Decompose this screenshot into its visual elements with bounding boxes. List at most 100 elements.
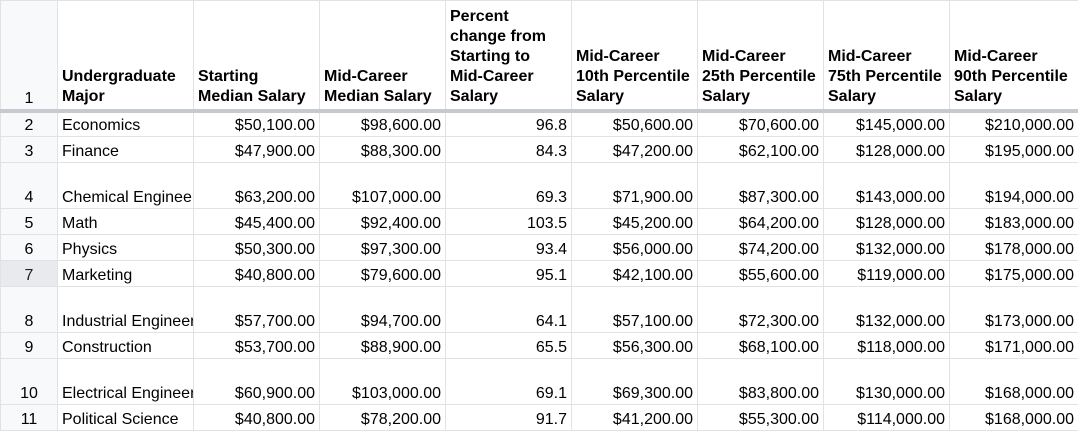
cell-percent-change[interactable]: 91.7 <box>445 404 572 431</box>
cell-75th-percentile[interactable]: $130,000.00 <box>823 358 950 405</box>
cell-10th-percentile[interactable]: $47,200.00 <box>571 136 698 163</box>
cell-90th-percentile[interactable]: $195,000.00 <box>949 136 1078 163</box>
cell-90th-percentile[interactable]: $171,000.00 <box>949 332 1078 359</box>
row-header[interactable]: 10 <box>0 358 58 405</box>
cell-90th-percentile[interactable]: $175,000.00 <box>949 260 1078 287</box>
row-header[interactable]: 4 <box>0 162 58 209</box>
cell-90th-percentile[interactable]: $168,000.00 <box>949 404 1078 431</box>
cell-25th-percentile[interactable]: $55,300.00 <box>697 404 824 431</box>
cell-percent-change[interactable]: 69.1 <box>445 358 572 405</box>
cell-mid-career-median[interactable]: $103,000.00 <box>319 358 446 405</box>
header-cell-90th-percentile[interactable]: Mid-Career 90th Percentile Salary <box>949 0 1078 113</box>
cell-10th-percentile[interactable]: $56,300.00 <box>571 332 698 359</box>
cell-major[interactable]: Electrical Engineering <box>57 358 194 405</box>
cell-major[interactable]: Finance <box>57 136 194 163</box>
row-header[interactable]: 7 <box>0 260 58 287</box>
cell-starting-median[interactable]: $47,900.00 <box>193 136 320 163</box>
header-cell-percent-change[interactable]: Percent change from Starting to Mid-Care… <box>445 0 572 113</box>
cell-major[interactable]: Physics <box>57 234 194 261</box>
cell-90th-percentile[interactable]: $178,000.00 <box>949 234 1078 261</box>
cell-starting-median[interactable]: $63,200.00 <box>193 162 320 209</box>
cell-mid-career-median[interactable]: $92,400.00 <box>319 208 446 235</box>
row-header[interactable]: 5 <box>0 208 58 235</box>
cell-75th-percentile[interactable]: $145,000.00 <box>823 110 950 137</box>
cell-major[interactable]: Political Science <box>57 404 194 431</box>
cell-major[interactable]: Construction <box>57 332 194 359</box>
cell-75th-percentile[interactable]: $118,000.00 <box>823 332 950 359</box>
cell-percent-change[interactable]: 84.3 <box>445 136 572 163</box>
cell-percent-change[interactable]: 64.1 <box>445 286 572 333</box>
cell-major[interactable]: Economics <box>57 110 194 137</box>
row-header[interactable]: 11 <box>0 404 58 431</box>
cell-25th-percentile[interactable]: $74,200.00 <box>697 234 824 261</box>
cell-25th-percentile[interactable]: $64,200.00 <box>697 208 824 235</box>
header-cell-25th-percentile[interactable]: Mid-Career 25th Percentile Salary <box>697 0 824 113</box>
header-cell-major[interactable]: Undergraduate Major <box>57 0 194 113</box>
cell-percent-change[interactable]: 93.4 <box>445 234 572 261</box>
cell-starting-median[interactable]: $45,400.00 <box>193 208 320 235</box>
cell-75th-percentile[interactable]: $132,000.00 <box>823 286 950 333</box>
cell-mid-career-median[interactable]: $98,600.00 <box>319 110 446 137</box>
row-header[interactable]: 8 <box>0 286 58 333</box>
cell-75th-percentile[interactable]: $143,000.00 <box>823 162 950 209</box>
cell-10th-percentile[interactable]: $45,200.00 <box>571 208 698 235</box>
cell-25th-percentile[interactable]: $83,800.00 <box>697 358 824 405</box>
cell-90th-percentile[interactable]: $183,000.00 <box>949 208 1078 235</box>
cell-10th-percentile[interactable]: $41,200.00 <box>571 404 698 431</box>
row-header[interactable]: 1 <box>0 0 58 113</box>
cell-percent-change[interactable]: 96.8 <box>445 110 572 137</box>
cell-major[interactable]: Marketing <box>57 260 194 287</box>
cell-75th-percentile[interactable]: $132,000.00 <box>823 234 950 261</box>
cell-starting-median[interactable]: $57,700.00 <box>193 286 320 333</box>
cell-mid-career-median[interactable]: $94,700.00 <box>319 286 446 333</box>
row-header[interactable]: 3 <box>0 136 58 163</box>
cell-90th-percentile[interactable]: $168,000.00 <box>949 358 1078 405</box>
row-header[interactable]: 6 <box>0 234 58 261</box>
cell-starting-median[interactable]: $53,700.00 <box>193 332 320 359</box>
cell-75th-percentile[interactable]: $128,000.00 <box>823 136 950 163</box>
cell-90th-percentile[interactable]: $194,000.00 <box>949 162 1078 209</box>
cell-major[interactable]: Math <box>57 208 194 235</box>
cell-mid-career-median[interactable]: $78,200.00 <box>319 404 446 431</box>
cell-mid-career-median[interactable]: $88,900.00 <box>319 332 446 359</box>
cell-10th-percentile[interactable]: $42,100.00 <box>571 260 698 287</box>
cell-25th-percentile[interactable]: $55,600.00 <box>697 260 824 287</box>
cell-25th-percentile[interactable]: $87,300.00 <box>697 162 824 209</box>
cell-mid-career-median[interactable]: $107,000.00 <box>319 162 446 209</box>
cell-starting-median[interactable]: $40,800.00 <box>193 404 320 431</box>
header-cell-mid-career-median[interactable]: Mid-Career Median Salary <box>319 0 446 113</box>
cell-starting-median[interactable]: $40,800.00 <box>193 260 320 287</box>
cell-percent-change[interactable]: 103.5 <box>445 208 572 235</box>
cell-10th-percentile[interactable]: $56,000.00 <box>571 234 698 261</box>
cell-percent-change[interactable]: 65.5 <box>445 332 572 359</box>
cell-starting-median[interactable]: $50,100.00 <box>193 110 320 137</box>
row-header[interactable]: 9 <box>0 332 58 359</box>
cell-mid-career-median[interactable]: $97,300.00 <box>319 234 446 261</box>
cell-10th-percentile[interactable]: $69,300.00 <box>571 358 698 405</box>
cell-10th-percentile[interactable]: $71,900.00 <box>571 162 698 209</box>
row-header[interactable]: 2 <box>0 110 58 137</box>
cell-starting-median[interactable]: $60,900.00 <box>193 358 320 405</box>
cell-major[interactable]: Industrial Engineering <box>57 286 194 333</box>
cell-90th-percentile[interactable]: $210,000.00 <box>949 110 1078 137</box>
cell-75th-percentile[interactable]: $128,000.00 <box>823 208 950 235</box>
cell-mid-career-median[interactable]: $79,600.00 <box>319 260 446 287</box>
cell-25th-percentile[interactable]: $70,600.00 <box>697 110 824 137</box>
cell-10th-percentile[interactable]: $57,100.00 <box>571 286 698 333</box>
cell-percent-change[interactable]: 95.1 <box>445 260 572 287</box>
cell-75th-percentile[interactable]: $119,000.00 <box>823 260 950 287</box>
cell-major[interactable]: Chemical Engineering <box>57 162 194 209</box>
cell-25th-percentile[interactable]: $62,100.00 <box>697 136 824 163</box>
cell-mid-career-median[interactable]: $88,300.00 <box>319 136 446 163</box>
cell-25th-percentile[interactable]: $68,100.00 <box>697 332 824 359</box>
cell-90th-percentile[interactable]: $173,000.00 <box>949 286 1078 333</box>
header-cell-10th-percentile[interactable]: Mid-Career 10th Percentile Salary <box>571 0 698 113</box>
header-cell-75th-percentile[interactable]: Mid-Career 75th Percentile Salary <box>823 0 950 113</box>
header-cell-starting-median[interactable]: Starting Median Salary <box>193 0 320 113</box>
cell-starting-median[interactable]: $50,300.00 <box>193 234 320 261</box>
cell-percent-change[interactable]: 69.3 <box>445 162 572 209</box>
cell-25th-percentile[interactable]: $72,300.00 <box>697 286 824 333</box>
cell-75th-percentile[interactable]: $114,000.00 <box>823 404 950 431</box>
cell-10th-percentile[interactable]: $50,600.00 <box>571 110 698 137</box>
